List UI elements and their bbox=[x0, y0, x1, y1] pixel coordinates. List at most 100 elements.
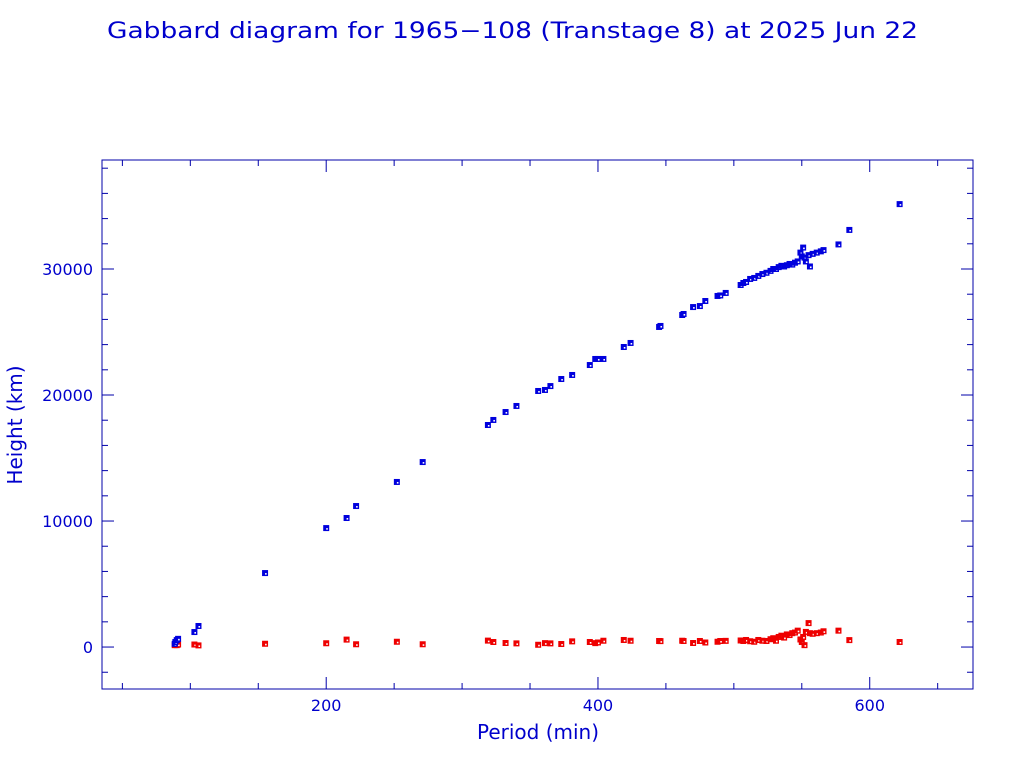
apogee-point bbox=[806, 263, 813, 270]
perigee-point bbox=[801, 642, 808, 649]
apogee-point bbox=[809, 250, 816, 257]
perigee-point bbox=[490, 638, 497, 645]
apogee-point bbox=[813, 249, 820, 256]
perigee-point bbox=[680, 637, 687, 644]
perigee-point bbox=[696, 637, 703, 644]
y-tick-label: 10000 bbox=[42, 512, 93, 531]
perigee-point bbox=[820, 628, 827, 635]
perigee-point bbox=[594, 639, 601, 646]
perigee-point bbox=[751, 638, 758, 645]
perigee-point bbox=[772, 637, 779, 644]
perigee-point bbox=[484, 637, 491, 644]
perigee-point bbox=[627, 637, 634, 644]
apogee-point bbox=[696, 303, 703, 310]
apogee-point bbox=[541, 386, 548, 393]
apogee-point bbox=[323, 525, 330, 532]
apogee-point bbox=[657, 322, 664, 329]
perigee-point bbox=[896, 638, 903, 645]
apogee-point bbox=[680, 310, 687, 317]
perigee-point bbox=[781, 634, 788, 641]
x-tick-label: 400 bbox=[583, 696, 614, 715]
apogee-point bbox=[586, 362, 593, 369]
x-tick-label: 600 bbox=[854, 696, 885, 715]
apogee-point bbox=[502, 409, 509, 416]
apogee-point bbox=[600, 355, 607, 362]
apogee-point bbox=[558, 376, 565, 383]
perigee-point bbox=[690, 640, 697, 647]
apogee-point bbox=[513, 402, 520, 409]
apogee-point bbox=[800, 244, 807, 251]
perigee-point bbox=[702, 639, 709, 646]
apogee-point bbox=[343, 515, 350, 522]
apogee-point bbox=[627, 339, 634, 346]
perigee-point bbox=[600, 637, 607, 644]
perigee-point bbox=[513, 640, 520, 647]
perigee-point bbox=[620, 636, 627, 643]
apogee-point bbox=[484, 422, 491, 429]
perigee-point bbox=[763, 637, 770, 644]
apogee-point bbox=[547, 383, 554, 390]
apogee-point bbox=[717, 292, 724, 299]
apogee-point bbox=[490, 416, 497, 423]
apogee-point bbox=[393, 478, 400, 485]
perigee-point bbox=[805, 620, 812, 627]
perigee-point bbox=[191, 641, 198, 648]
perigee-point bbox=[353, 641, 360, 648]
perigee-point bbox=[569, 638, 576, 645]
apogee-point bbox=[755, 272, 762, 279]
perigee-point bbox=[419, 641, 426, 648]
y-axis-label: Height (km) bbox=[3, 365, 27, 484]
perigee-point bbox=[657, 638, 664, 645]
apogee-point bbox=[535, 387, 542, 394]
apogee-point bbox=[262, 570, 269, 577]
apogee-point bbox=[794, 258, 801, 265]
apogee-point bbox=[802, 258, 809, 265]
perigee-point bbox=[743, 636, 750, 643]
perigee-point bbox=[541, 640, 548, 647]
perigee-point bbox=[800, 633, 807, 640]
perigee-point bbox=[835, 627, 842, 634]
perigee-point bbox=[813, 630, 820, 637]
apogee-point bbox=[175, 635, 182, 642]
perigee-point bbox=[747, 638, 754, 645]
perigee-point bbox=[558, 641, 565, 648]
perigee-point bbox=[809, 630, 816, 637]
plot-frame bbox=[101, 159, 974, 690]
apogee-point bbox=[751, 274, 758, 281]
apogee-point bbox=[759, 271, 766, 278]
apogee-point bbox=[419, 459, 426, 466]
perigee-point bbox=[262, 640, 269, 647]
apogee-point bbox=[820, 247, 827, 254]
perigee-point bbox=[502, 640, 509, 647]
apogee-point bbox=[569, 371, 576, 378]
apogee-point bbox=[805, 252, 812, 259]
apogee-point bbox=[835, 241, 842, 248]
perigee-point bbox=[323, 640, 330, 647]
apogee-point bbox=[620, 344, 627, 351]
apogee-point bbox=[846, 226, 853, 233]
y-tick-label: 30000 bbox=[42, 260, 93, 279]
perigee-point bbox=[343, 636, 350, 643]
perigee-point bbox=[393, 638, 400, 645]
y-tick-label: 0 bbox=[83, 638, 93, 657]
apogee-point bbox=[743, 278, 750, 285]
apogee-point bbox=[722, 289, 729, 296]
perigee-point bbox=[586, 638, 593, 645]
apogee-point bbox=[747, 275, 754, 282]
apogee-point bbox=[195, 622, 202, 629]
x-tick-label: 200 bbox=[311, 696, 342, 715]
perigee-point bbox=[755, 636, 762, 643]
apogee-point bbox=[690, 304, 697, 311]
apogee-point bbox=[702, 298, 709, 305]
apogee-point bbox=[191, 629, 198, 636]
perigee-point bbox=[535, 641, 542, 648]
perigee-point bbox=[846, 637, 853, 644]
apogee-point bbox=[594, 355, 601, 362]
apogee-point bbox=[896, 201, 903, 208]
perigee-point bbox=[547, 640, 554, 647]
chart-title: Gabbard diagram for 1965−108 (Transtage … bbox=[107, 19, 918, 44]
y-tick-label: 20000 bbox=[42, 386, 93, 405]
perigee-point bbox=[722, 637, 729, 644]
apogee-point bbox=[353, 503, 360, 510]
